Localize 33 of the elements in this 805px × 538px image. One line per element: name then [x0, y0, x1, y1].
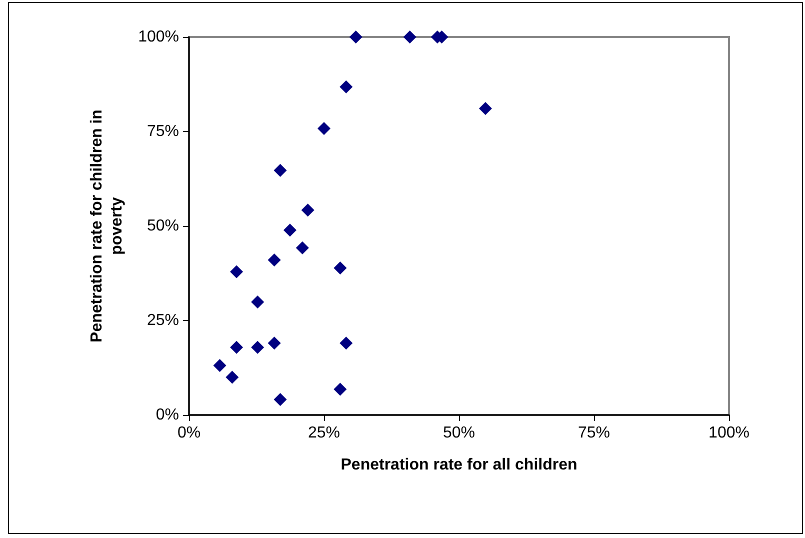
- point: [251, 295, 264, 308]
- point: [268, 254, 281, 267]
- point: [283, 224, 296, 237]
- point: [478, 102, 492, 115]
- y-tick-label: 75%: [146, 123, 179, 140]
- point: [340, 80, 353, 94]
- point: [230, 265, 244, 278]
- x-axis-title: Penetration rate for all children: [340, 456, 578, 474]
- point: [274, 393, 287, 406]
- y-tick-label: 25%: [146, 312, 179, 329]
- point: [296, 241, 309, 254]
- y-tick-label: 50%: [146, 218, 179, 234]
- point: [226, 370, 239, 384]
- point: [213, 358, 226, 372]
- point: [251, 340, 264, 354]
- y-tick-label: 100%: [138, 28, 179, 46]
- point: [349, 30, 362, 44]
- x-tick-label: 75%: [578, 424, 610, 442]
- point: [230, 340, 244, 354]
- point: [268, 336, 281, 350]
- x-tick-label: 25%: [308, 424, 340, 442]
- x-tick-label: 0%: [177, 424, 201, 442]
- point: [301, 204, 314, 217]
- x-tick-label: 50%: [442, 424, 476, 442]
- point: [334, 382, 347, 396]
- point: [403, 30, 416, 44]
- point: [274, 164, 287, 177]
- y-tick-label: 0%: [156, 406, 179, 424]
- point: [334, 261, 347, 274]
- point: [340, 336, 353, 350]
- x-tick-label: 100%: [708, 424, 750, 442]
- point: [318, 122, 330, 135]
- y-axis-title: Penetration rate for children in poverty: [88, 110, 126, 342]
